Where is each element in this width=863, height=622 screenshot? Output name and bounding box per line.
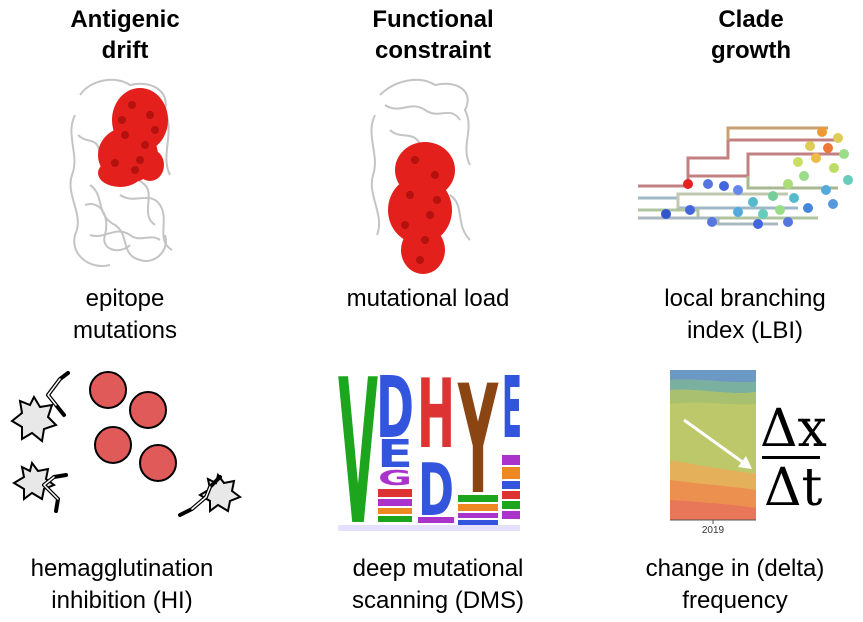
logo-letter-y: Y [457, 367, 499, 528]
virion-icon [10, 394, 58, 443]
frequency-area-chart-icon [670, 370, 756, 524]
label-lbi: local branching index (LBI) [664, 285, 826, 344]
red-blood-cell-icon [129, 391, 167, 429]
antibody-icon [42, 473, 68, 513]
label-hemagglutination-inhibition: hemagglutination inhibition (HI) [30, 555, 214, 614]
hemagglutination-illustration-icon [10, 371, 243, 517]
logo-letter-v: V [338, 367, 378, 537]
svg-text:G: G [378, 466, 412, 490]
virion-icon [12, 460, 57, 501]
fraction-bar [762, 456, 820, 459]
logo-letter-d: D [376, 367, 414, 458]
sequence-logo-dms-icon: V D E G H D Y E [338, 367, 520, 537]
delta-t-denominator: Δt [764, 458, 823, 518]
logo-letter-e: E [502, 367, 520, 458]
frequency-axis-tick-label: 2019 [701, 525, 725, 536]
title-antigenic-drift: Antigenic drift [70, 6, 180, 64]
virion-icon [198, 472, 243, 513]
title-clade-growth: Clade growth [711, 6, 791, 64]
label-epitope-mutations: epitope mutations [72, 285, 178, 344]
delta-x-numerator: Δx [760, 399, 827, 459]
svg-text:E: E [377, 432, 413, 476]
title-functional-constraint: Functional constraint [372, 6, 494, 64]
logo-letter-h: H [417, 367, 455, 470]
red-blood-cell-icon [94, 426, 132, 464]
protein-structure-load-icon [370, 78, 471, 274]
label-mutational-load: mutational load [346, 285, 510, 312]
label-delta-frequency: change in (delta) frequency [645, 555, 825, 614]
protein-structure-epitope-icon [69, 78, 173, 267]
red-blood-cell-icon [89, 371, 127, 409]
label-deep-mutational-scanning: deep mutational scanning (DMS) [351, 555, 525, 614]
red-blood-cell-icon [139, 444, 177, 482]
phylogenetic-tree-lbi-icon [638, 126, 853, 229]
